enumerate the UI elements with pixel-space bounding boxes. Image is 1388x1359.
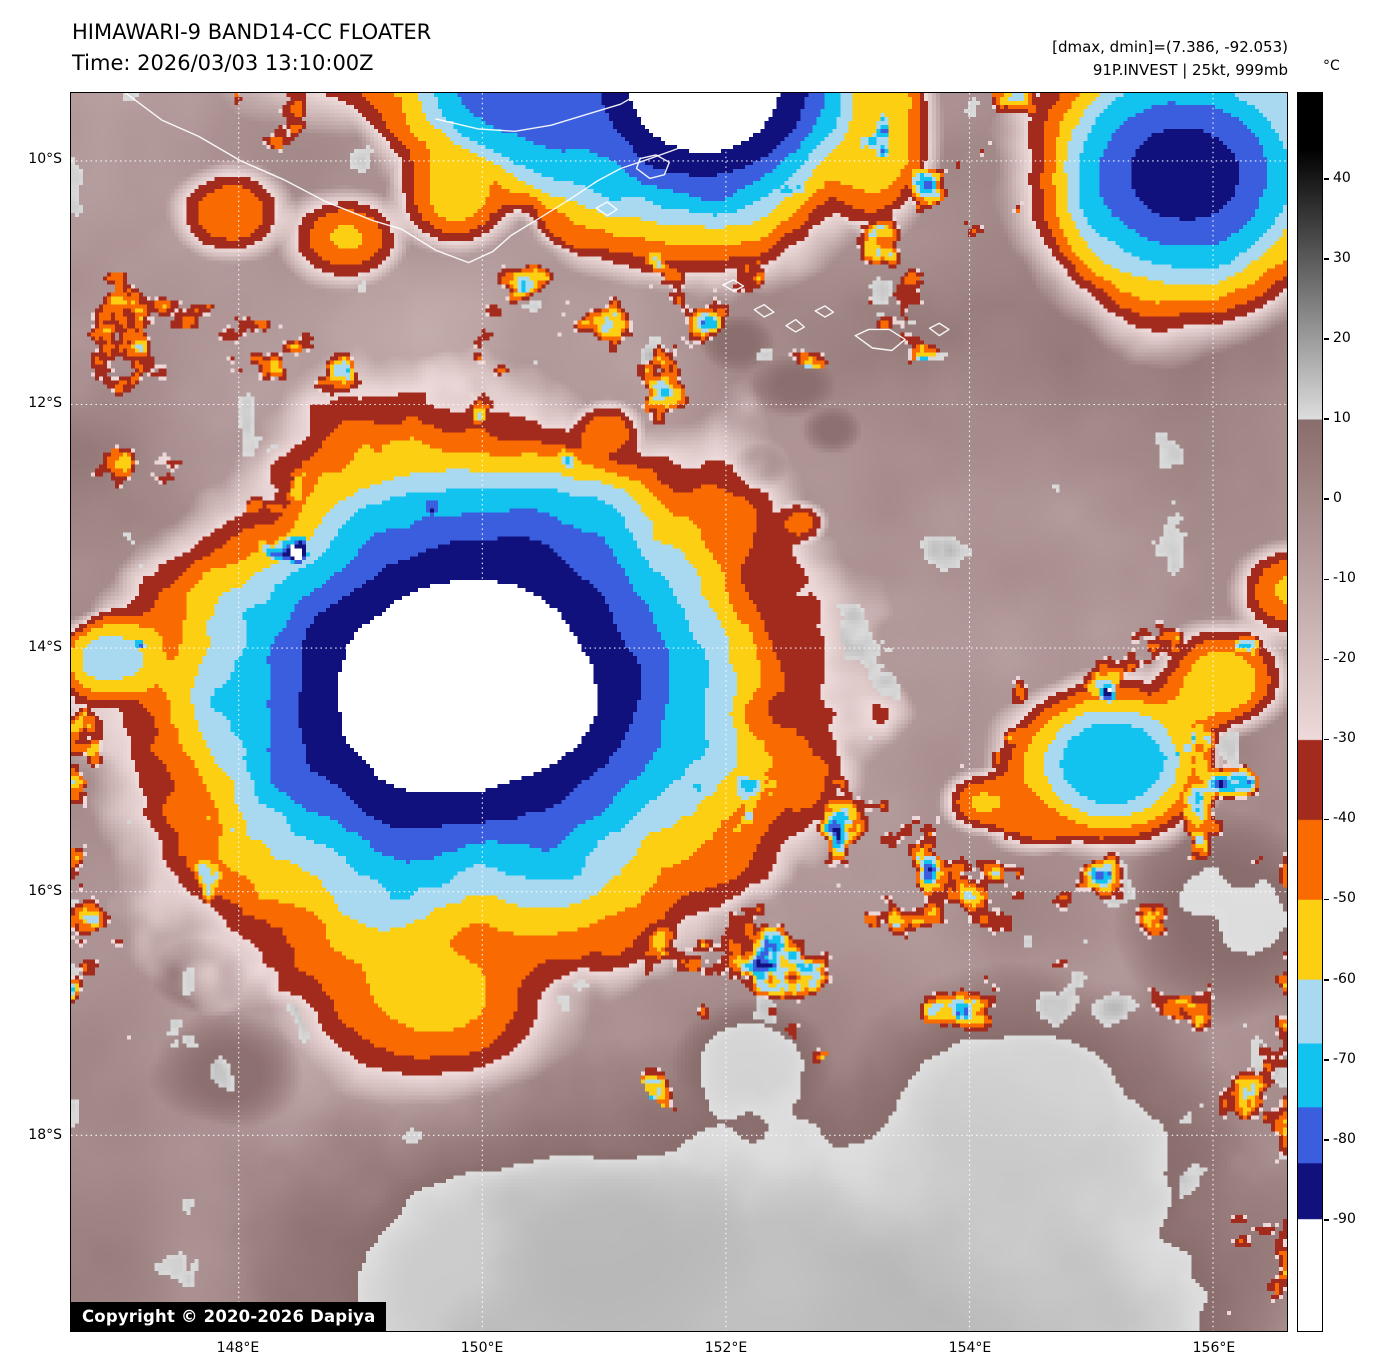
coastline [635, 154, 671, 180]
ir-imagery-canvas [71, 93, 1287, 1331]
colorbar [1297, 92, 1323, 1332]
colorbar-tick-mark [1324, 1059, 1329, 1061]
colorbar-gradient [1298, 93, 1322, 1331]
colorbar-tick-label: 40 [1333, 169, 1351, 186]
product-title: HIMAWARI-9 BAND14-CC FLOATER [72, 20, 432, 44]
satellite-map: Copyright © 2020-2026 Dapiya [70, 92, 1288, 1332]
lon-tick-label: 148°E [216, 1340, 260, 1356]
lon-tick-label: 154°E [948, 1340, 992, 1356]
colorbar-tick-label: 30 [1333, 249, 1351, 266]
coastline [722, 279, 745, 292]
colorbar-tick-mark [1324, 1139, 1329, 1141]
colorbar-tick-label: -40 [1333, 810, 1356, 827]
colorbar-tick-mark [1324, 1219, 1329, 1221]
header-right: [dmax, dmin]=(7.386, -92.053) 91P.INVEST… [1052, 36, 1288, 81]
coastline [785, 318, 805, 333]
lat-tick-label: 10°S [28, 150, 62, 167]
valid-time: Time: 2026/03/03 13:10:00Z [72, 51, 374, 75]
colorbar-tick-label: 20 [1333, 329, 1351, 346]
coastline [814, 305, 835, 318]
lon-tick-label: 156°E [1192, 1340, 1236, 1356]
colorbar-tick-label: -60 [1333, 970, 1356, 987]
colorbar-tick-mark [1324, 178, 1329, 180]
lon-tick-label: 150°E [460, 1340, 504, 1356]
colorbar-tick-mark [1324, 258, 1329, 260]
storm-info: 91P.INVEST | 25kt, 999mb [1092, 60, 1288, 79]
coastline [125, 93, 695, 264]
lat-tick-label: 14°S [28, 639, 62, 656]
copyright-badge: Copyright © 2020-2026 Dapiya [71, 1302, 387, 1331]
colorbar-tick-mark [1324, 578, 1329, 581]
colorbar-tick-mark [1324, 818, 1329, 821]
colorbar-tick-label: -10 [1333, 570, 1356, 587]
colorbar-tick-mark [1324, 338, 1329, 340]
coastline [697, 134, 725, 152]
lat-tick-label: 16°S [28, 883, 62, 900]
colorbar-tick-label: -50 [1333, 890, 1356, 907]
coastline [753, 303, 775, 318]
lat-tick-label: 18°S [28, 1126, 62, 1143]
header-left: HIMAWARI-9 BAND14-CC FLOATER Time: 2026/… [72, 20, 431, 75]
colorbar-tick-label: -30 [1333, 730, 1356, 747]
colorbar-tick-mark [1324, 498, 1329, 500]
coastline [595, 201, 618, 217]
colorbar-tick-label: 10 [1333, 409, 1351, 426]
colorbar-unit-label: °C [1323, 58, 1340, 74]
colorbar-tick-label: -20 [1333, 650, 1356, 667]
dmax-dmin-readout: [dmax, dmin]=(7.386, -92.053) [1052, 38, 1288, 56]
coastline [435, 93, 641, 133]
colorbar-tick-label: -90 [1333, 1210, 1356, 1227]
coastline [854, 328, 906, 352]
lon-tick-label: 152°E [704, 1340, 748, 1356]
colorbar-tick-mark [1324, 738, 1329, 741]
lat-tick-label: 12°S [28, 394, 62, 411]
colorbar-tick-label: 0 [1333, 489, 1342, 506]
colorbar-tick-label: -80 [1333, 1130, 1356, 1147]
colorbar-tick-mark [1324, 658, 1329, 661]
grid-coastline-overlay [71, 93, 1287, 1331]
colorbar-tick-mark [1324, 979, 1329, 981]
colorbar-tick-label: -70 [1333, 1050, 1356, 1067]
coastline [928, 322, 950, 337]
colorbar-tick-mark [1324, 898, 1329, 901]
colorbar-tick-mark [1324, 418, 1329, 420]
